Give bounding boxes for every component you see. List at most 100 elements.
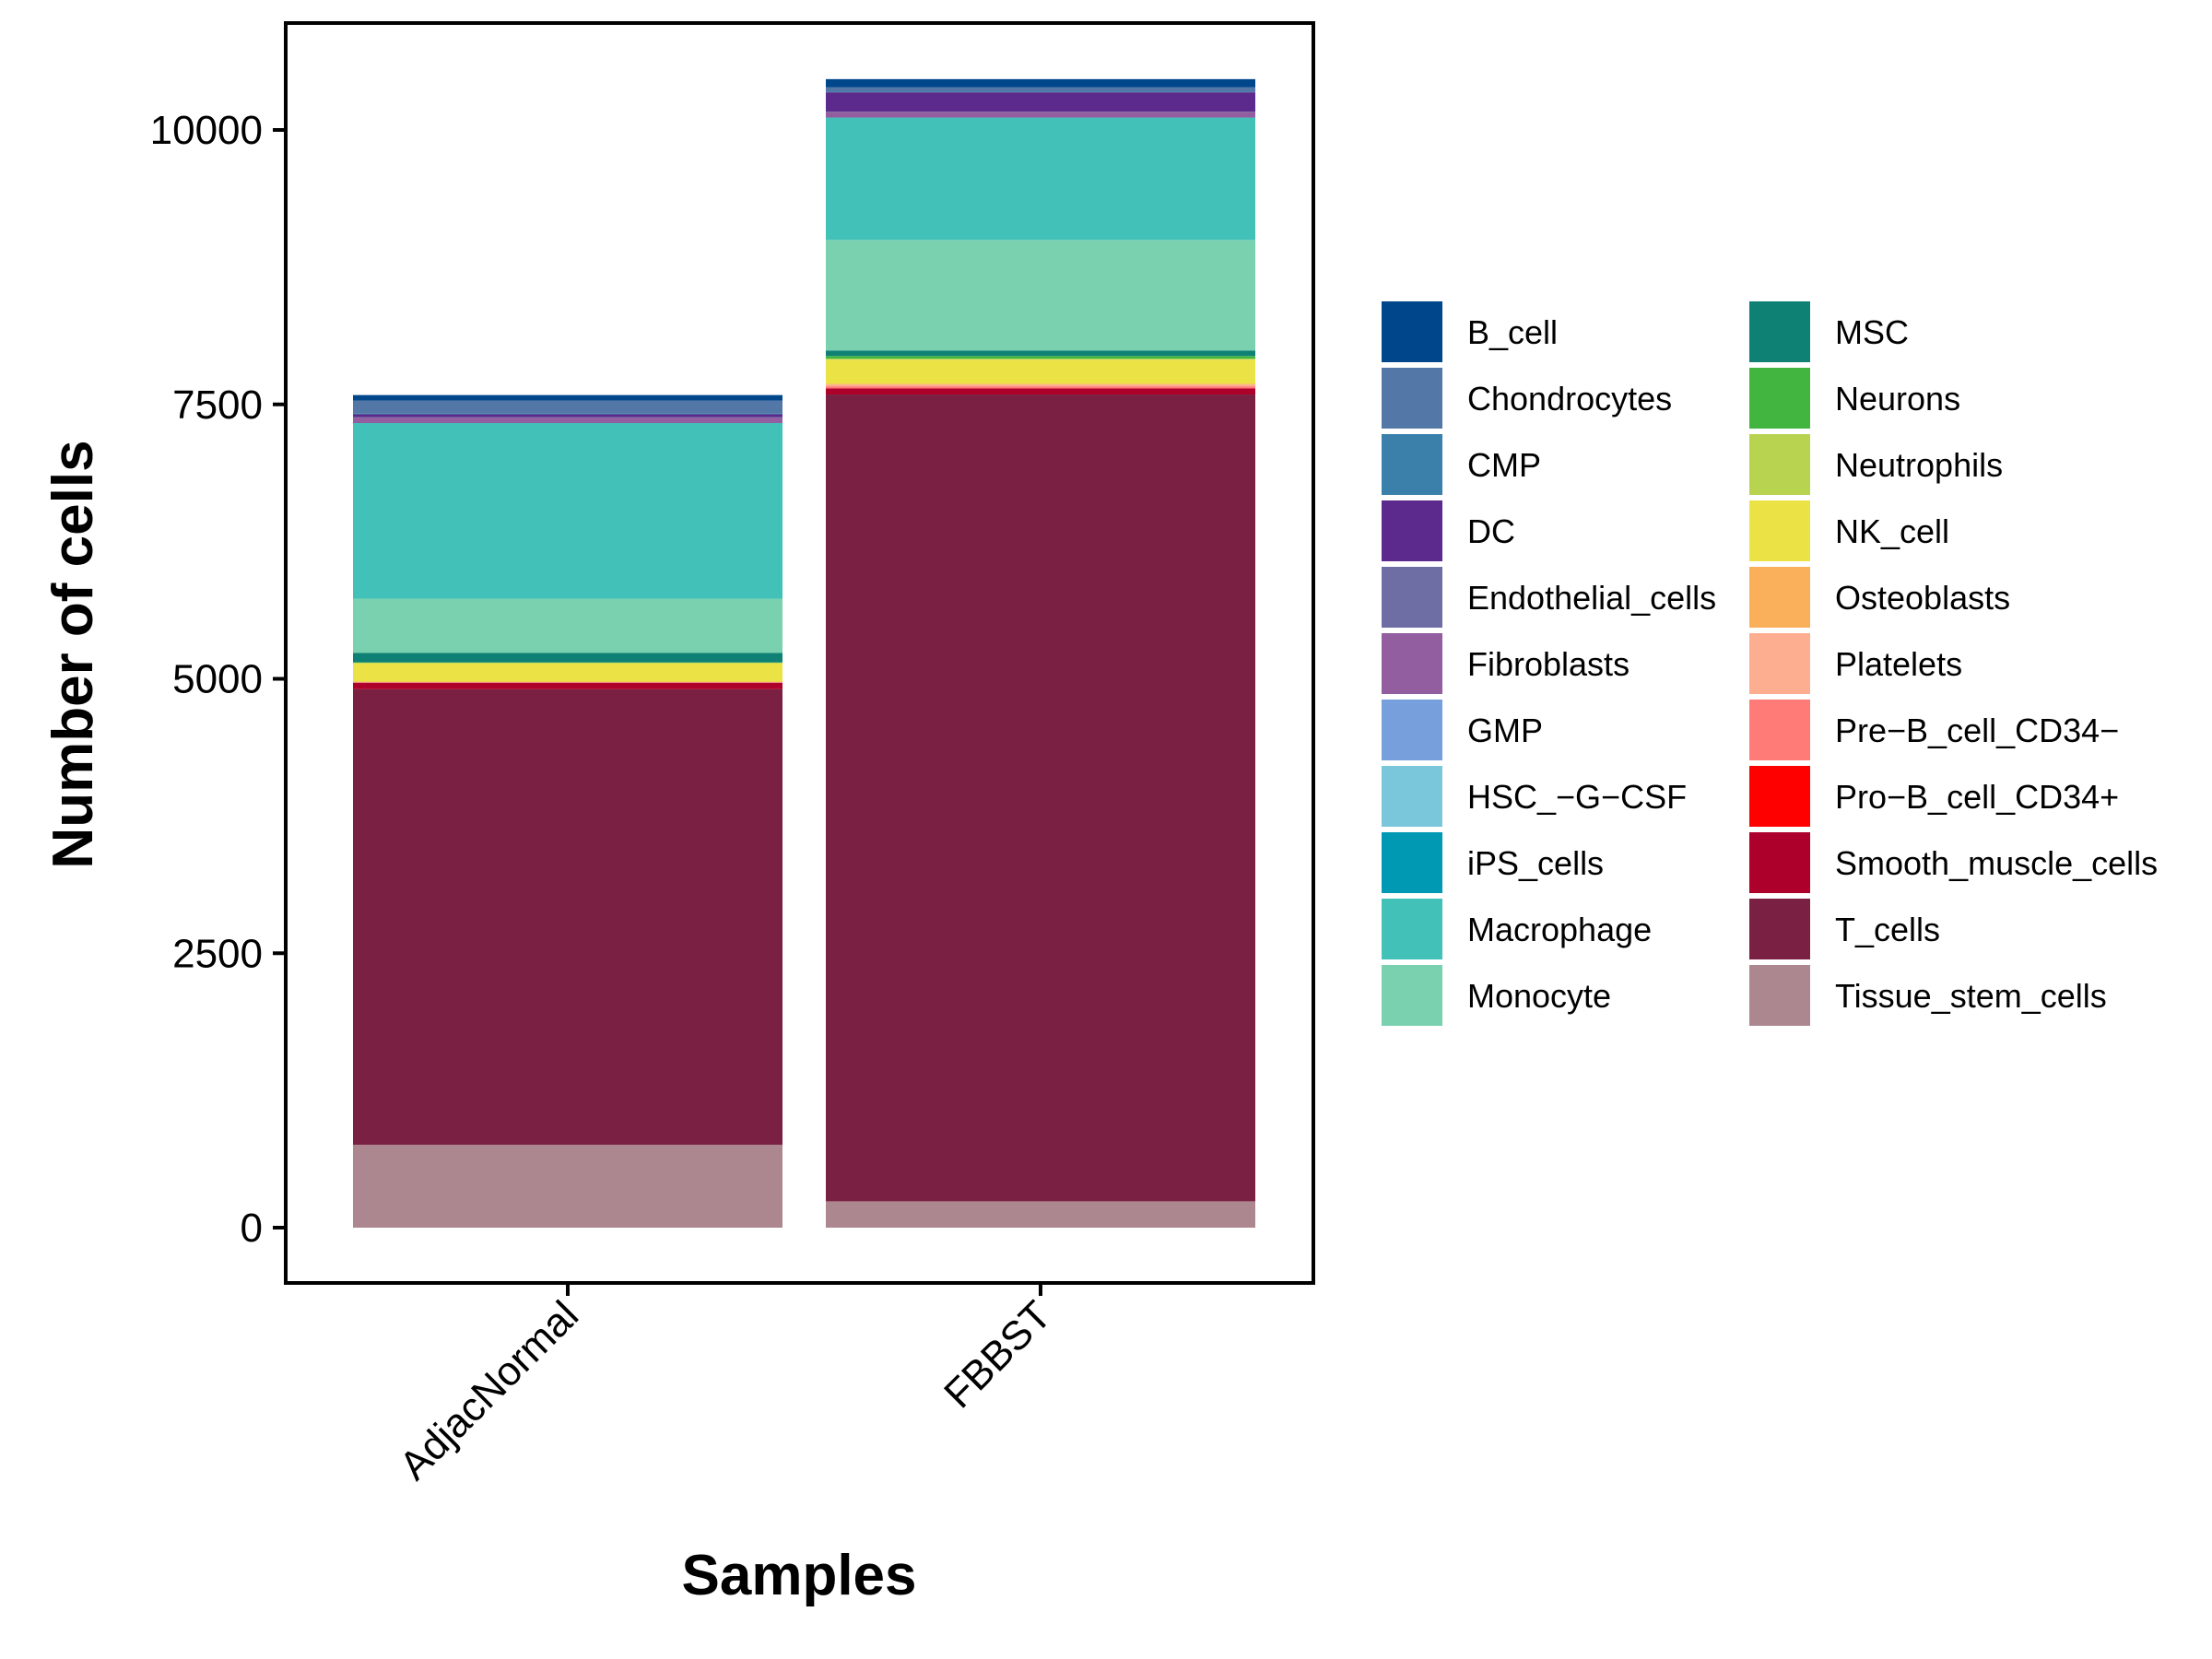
legend-item-MSC: MSC xyxy=(1749,301,1909,362)
legend-label: Monocyte xyxy=(1467,977,1611,1015)
legend-item-iPS_cells: iPS_cells xyxy=(1382,832,1604,893)
x-tick-label: AdjacNormal xyxy=(391,1292,587,1488)
bar-segment-FBBST-Osteoblasts xyxy=(826,383,1255,385)
legend-item-Macrophage: Macrophage xyxy=(1382,899,1652,959)
legend-item-Platelets: Platelets xyxy=(1749,633,1962,694)
plot-panel-border xyxy=(284,21,1315,1285)
legend-label: Endothelial_cells xyxy=(1467,579,1716,617)
bar-segment-AdjacNormal-T_cells xyxy=(353,688,782,1146)
legend-item-Osteoblasts: Osteoblasts xyxy=(1749,567,2010,628)
legend-item-T_cells: T_cells xyxy=(1749,899,1940,959)
legend-key xyxy=(1382,766,1442,827)
legend-label: NK_cell xyxy=(1835,512,1949,550)
legend-key xyxy=(1382,965,1442,1026)
legend-key xyxy=(1749,567,1810,628)
legend-key xyxy=(1382,700,1442,760)
legend-key xyxy=(1382,899,1442,959)
bar-segment-FBBST-MSC xyxy=(826,350,1255,357)
legend-item-Tissue_stem_cells: Tissue_stem_cells xyxy=(1749,965,2107,1026)
legend-item-Pro-B_cell_CD34+: Pro−B_cell_CD34+ xyxy=(1749,766,2119,827)
legend-item-Smooth_muscle_cells: Smooth_muscle_cells xyxy=(1749,832,2158,893)
legend-label: B_cell xyxy=(1467,313,1558,351)
legend-label: Tissue_stem_cells xyxy=(1835,977,2107,1015)
bar-segment-FBBST-NK_cell xyxy=(826,359,1255,384)
bar-segment-FBBST-CMP xyxy=(826,91,1255,93)
legend-label: iPS_cells xyxy=(1467,844,1604,882)
bar-segment-FBBST-Platelets xyxy=(826,384,1255,387)
bar-segment-FBBST-Macrophage xyxy=(826,117,1255,241)
y-tick-label: 0 xyxy=(241,1206,263,1251)
x-axis: AdjacNormal FBBST xyxy=(391,1283,1060,1488)
legend-label: Neurons xyxy=(1835,380,1960,418)
legend-item-CMP: CMP xyxy=(1382,434,1541,495)
legend-key xyxy=(1749,766,1810,827)
legend-item-Neutrophils: Neutrophils xyxy=(1749,434,2003,495)
legend-item-B_cell: B_cell xyxy=(1382,301,1558,362)
bar-segment-FBBST-DC xyxy=(826,92,1255,112)
bar-segment-AdjacNormal-Tissue_stem_cells xyxy=(353,1145,782,1228)
legend-item-DC: DC xyxy=(1382,500,1515,561)
bar-segment-FBBST-Chondrocytes xyxy=(826,87,1255,92)
y-tick-label: 5000 xyxy=(172,657,263,702)
x-axis-title: Samples xyxy=(681,1544,916,1607)
legend: B_cell Chondrocytes CMP DC Endothelial_cells… xyxy=(1382,301,2158,1026)
legend-label: Smooth_muscle_cells xyxy=(1835,844,2158,882)
legend-label: GMP xyxy=(1467,712,1543,749)
legend-key xyxy=(1382,368,1442,429)
legend-item-Neurons: Neurons xyxy=(1749,368,1960,429)
bar-segment-FBBST-B_cell xyxy=(826,78,1255,88)
bar-segment-AdjacNormal-MSC xyxy=(353,653,782,663)
legend-label: Pre−B_cell_CD34− xyxy=(1835,712,2119,749)
bar-segment-FBBST-Neurons xyxy=(826,356,1255,359)
legend-label: CMP xyxy=(1467,446,1541,484)
bars-layer xyxy=(353,78,1255,1228)
legend-item-Endothelial_cells: Endothelial_cells xyxy=(1382,567,1716,628)
legend-item-Fibroblasts: Fibroblasts xyxy=(1382,633,1630,694)
bar-segment-AdjacNormal-NK_cell xyxy=(353,663,782,682)
legend-item-HSC_-G-CSF: HSC_−G−CSF xyxy=(1382,766,1687,827)
bar-segment-AdjacNormal-Fibroblasts xyxy=(353,418,782,423)
legend-label: Fibroblasts xyxy=(1467,645,1630,683)
bar-segment-FBBST-Smooth_muscle_cells xyxy=(826,388,1255,395)
legend-key xyxy=(1749,965,1810,1026)
legend-key xyxy=(1749,368,1810,429)
x-tick-label: FBBST xyxy=(935,1292,1060,1417)
legend-key xyxy=(1749,500,1810,561)
y-tick-label: 2500 xyxy=(172,931,263,976)
bar-segment-FBBST-Tissue_stem_cells xyxy=(826,1201,1255,1228)
legend-label: MSC xyxy=(1835,313,1909,351)
y-tick-label: 7500 xyxy=(172,382,263,428)
bar-segment-AdjacNormal-Smooth_muscle_cells xyxy=(353,682,782,689)
bar-segment-FBBST-Monocyte xyxy=(826,240,1255,351)
legend-key xyxy=(1749,301,1810,362)
legend-item-Chondrocytes: Chondrocytes xyxy=(1382,368,1672,429)
legend-label: HSC_−G−CSF xyxy=(1467,778,1687,816)
bar-segment-AdjacNormal-Chondrocytes xyxy=(353,400,782,414)
legend-item-NK_cell: NK_cell xyxy=(1749,500,1949,561)
bar-segment-AdjacNormal-Endothelial_cells xyxy=(353,417,782,418)
bar-segment-AdjacNormal-CMP xyxy=(353,413,782,415)
legend-label: Pro−B_cell_CD34+ xyxy=(1835,778,2119,816)
legend-key xyxy=(1382,434,1442,495)
legend-key xyxy=(1749,899,1810,959)
bar-segment-AdjacNormal-Platelets xyxy=(353,681,782,683)
legend-label: DC xyxy=(1467,512,1515,550)
bar-segment-FBBST-T_cells xyxy=(826,394,1255,1202)
legend-item-GMP: GMP xyxy=(1382,700,1543,760)
legend-key xyxy=(1382,567,1442,628)
y-axis: 0 2500 5000 7500 10000 xyxy=(150,108,286,1251)
legend-item-Pre-B_cell_CD34-: Pre−B_cell_CD34− xyxy=(1749,700,2119,760)
legend-label: Chondrocytes xyxy=(1467,380,1672,418)
legend-label: T_cells xyxy=(1835,911,1940,948)
legend-key xyxy=(1382,633,1442,694)
legend-key xyxy=(1749,434,1810,495)
legend-label: Osteoblasts xyxy=(1835,579,2010,617)
bar-segment-AdjacNormal-Monocyte xyxy=(353,598,782,653)
bar-segment-AdjacNormal-DC xyxy=(353,414,782,418)
legend-key xyxy=(1749,700,1810,760)
bar-segment-AdjacNormal-Osteoblasts xyxy=(353,681,782,682)
legend-key xyxy=(1382,500,1442,561)
legend-key xyxy=(1382,301,1442,362)
bar-segment-AdjacNormal-B_cell xyxy=(353,394,782,401)
